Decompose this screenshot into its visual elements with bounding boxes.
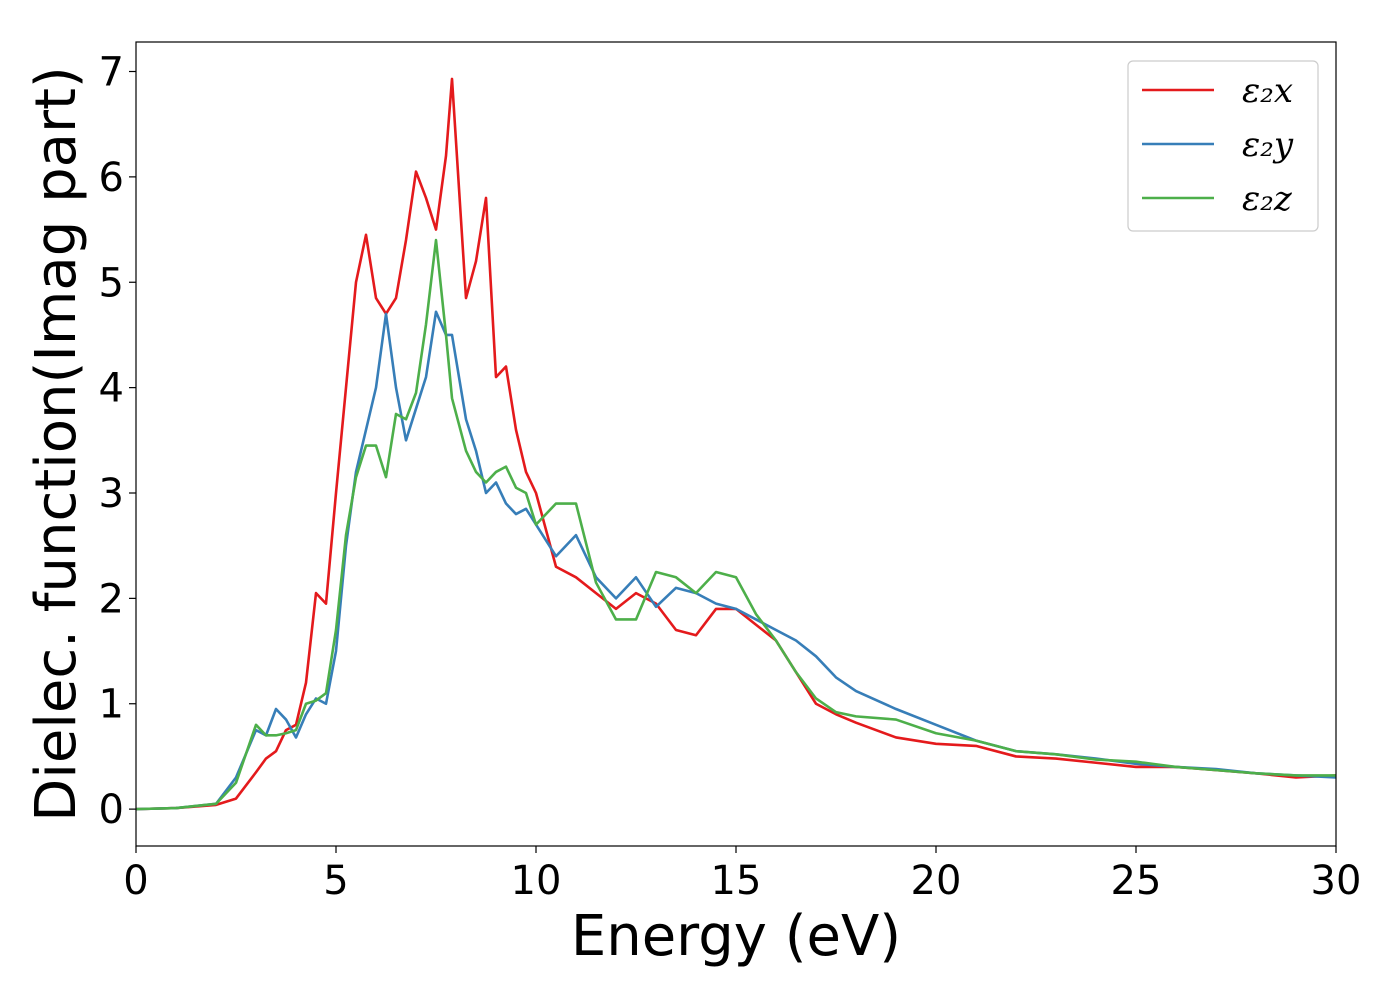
x-tick-label: 15: [711, 858, 762, 904]
y-tick-label: 5: [99, 260, 124, 306]
y-tick-label: 1: [99, 682, 124, 728]
legend-label: ε₂z: [1242, 179, 1293, 219]
x-tick-label: 20: [911, 858, 962, 904]
x-tick-label: 5: [323, 858, 348, 904]
y-axis-label: Dielec. function(Imag part): [24, 66, 89, 822]
y-tick-label: 3: [99, 471, 124, 517]
y-tick-label: 0: [99, 787, 124, 833]
y-tick-label: 2: [99, 576, 124, 622]
y-tick-label: 6: [99, 155, 124, 201]
y-tick-label: 4: [99, 366, 124, 412]
x-tick-label: 0: [123, 858, 148, 904]
x-axis-label: Energy (eV): [571, 904, 901, 969]
legend-label: ε₂x: [1242, 71, 1293, 111]
line: [136, 77, 1336, 811]
line: [136, 310, 1336, 811]
legend-label: ε₂y: [1242, 125, 1294, 165]
line: [136, 238, 1336, 811]
x-tick-label: 10: [511, 858, 562, 904]
plot-frame: [135, 41, 1337, 847]
legend-box: [1127, 60, 1319, 232]
y-tick-label: 7: [99, 50, 124, 96]
x-tick-label: 30: [1311, 858, 1362, 904]
x-tick-label: 25: [1111, 858, 1162, 904]
